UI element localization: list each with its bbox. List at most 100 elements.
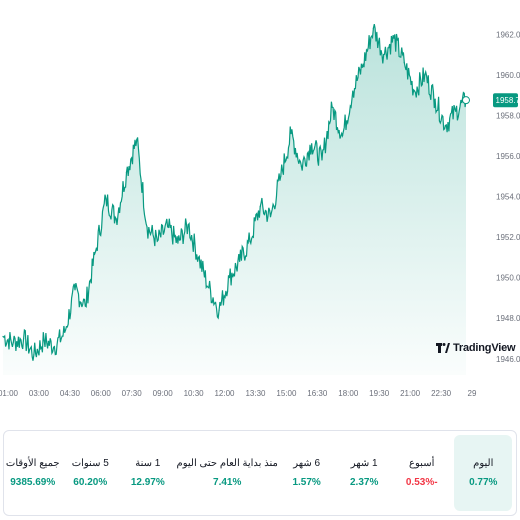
x-tick-label: 18:00 xyxy=(338,389,359,398)
performance-period-label: اليوم xyxy=(473,458,494,469)
price-point xyxy=(146,226,148,228)
price-point xyxy=(197,256,200,258)
x-tick-label: 22:30 xyxy=(431,389,452,398)
x-tick-label: 04:30 xyxy=(60,389,81,398)
performance-period-label: أسبوع xyxy=(409,458,435,469)
x-tick-label: 21:00 xyxy=(400,389,421,398)
x-tick-label: 09:00 xyxy=(153,389,174,398)
price-point xyxy=(300,165,302,167)
x-tick-label: 15:00 xyxy=(276,389,297,398)
performance-change-value: 2.37% xyxy=(350,477,379,488)
price-point xyxy=(105,197,107,200)
performance-tab[interactable]: 5 سنوات 60.20% xyxy=(61,431,119,515)
price-point xyxy=(74,289,76,291)
x-tick-label: 13:30 xyxy=(245,389,266,398)
x-tick-label: 01:00 xyxy=(0,389,19,398)
price-point xyxy=(33,354,35,356)
tradingview-logo-icon xyxy=(436,343,450,353)
price-point xyxy=(290,133,292,135)
price-point xyxy=(331,106,333,108)
performance-change-value: 0.53%- xyxy=(405,477,438,488)
price-chart-svg: 1946.00 1948.00 1950.00 1952.00 1954.00 1956.… xyxy=(0,23,520,398)
price-point xyxy=(84,305,86,307)
last-price-label: 1958.75 xyxy=(496,96,520,105)
performance-period-label: منذ بداية العام حتى اليوم xyxy=(176,458,278,469)
x-tick-label: 29 xyxy=(468,389,477,398)
price-point xyxy=(125,171,128,173)
price-point xyxy=(228,277,230,279)
price-point xyxy=(321,159,323,161)
performance-tab[interactable]: جميع الأوقات 9385.69% xyxy=(4,431,61,515)
price-point xyxy=(444,124,447,127)
y-tick-label: 1956.00 xyxy=(496,152,520,161)
performance-tab[interactable]: أسبوع 0.53%- xyxy=(393,431,451,515)
price-point xyxy=(218,309,220,311)
price-point xyxy=(280,175,282,177)
y-tick-label: 1950.00 xyxy=(496,274,520,283)
x-tick-label: 19:30 xyxy=(369,389,390,398)
price-point xyxy=(434,98,436,100)
price-point xyxy=(22,337,25,340)
price-point xyxy=(352,90,354,92)
price-point xyxy=(156,240,158,242)
last-price-tag xyxy=(493,93,518,108)
performance-tab[interactable]: 6 شهر 1.57% xyxy=(278,431,336,515)
price-point xyxy=(12,341,14,344)
price-point xyxy=(362,64,364,66)
y-tick-label: 1952.00 xyxy=(496,233,520,242)
y-tick-label: 1948.00 xyxy=(496,314,520,323)
price-point xyxy=(372,27,374,29)
price-point xyxy=(136,139,138,141)
price-point xyxy=(43,339,45,342)
performance-change-value: 12.97% xyxy=(130,477,165,488)
x-tick-label: 16:30 xyxy=(307,389,328,398)
performance-change-value: 9385.69% xyxy=(10,477,56,488)
performance-tab[interactable]: 1 شهر 2.37% xyxy=(335,431,393,515)
x-tick-label: 06:00 xyxy=(91,389,112,398)
performance-period-label: 6 شهر xyxy=(293,458,321,469)
price-chart[interactable]: 1946.00 1948.00 1950.00 1952.00 1954.00 1956.… xyxy=(0,0,520,425)
performance-period-label: 1 سنة xyxy=(135,458,161,469)
tradingview-logo[interactable]: TradingView xyxy=(436,342,516,354)
price-point xyxy=(187,224,189,226)
performance-change-value: 0.77% xyxy=(469,477,498,488)
x-tick-label: 07:30 xyxy=(122,389,143,398)
price-point xyxy=(239,260,241,263)
performance-tab[interactable]: منذ بداية العام حتى اليوم 7.41% xyxy=(177,431,278,515)
price-point xyxy=(413,90,416,92)
x-tick-label: 10:30 xyxy=(184,389,205,398)
performance-period-label: 5 سنوات xyxy=(71,458,109,469)
price-point xyxy=(259,206,261,208)
last-price-marker[interactable] xyxy=(462,96,470,105)
price-point xyxy=(64,331,66,334)
performance-tab[interactable]: اليوم 0.77% xyxy=(454,435,512,511)
price-area-fill xyxy=(3,24,466,375)
price-point xyxy=(269,216,272,218)
price-point xyxy=(53,346,56,348)
tradingview-logo-text: TradingView xyxy=(453,342,516,354)
price-point xyxy=(383,53,385,56)
price-point xyxy=(455,110,457,112)
price-point xyxy=(177,242,179,244)
performance-change-value: 1.57% xyxy=(292,477,321,488)
price-point xyxy=(424,74,426,76)
price-line xyxy=(2,23,467,361)
performance-strip: اليوم 0.77% أسبوع 0.53%- 1 شهر 2.37% 6 شهر 1.57… xyxy=(3,430,517,516)
price-point xyxy=(341,135,344,137)
price-point xyxy=(311,143,313,145)
x-tick-label: 12:00 xyxy=(214,389,235,398)
price-point xyxy=(115,218,117,220)
price-point xyxy=(2,335,4,338)
x-tick-label: 03:00 xyxy=(29,389,50,398)
performance-change-value: 7.41% xyxy=(213,477,242,488)
performance-tab[interactable]: 1 سنة 12.97% xyxy=(119,431,177,515)
y-tick-label: 1962.00 xyxy=(496,30,520,39)
y-tick-label: 1954.00 xyxy=(496,193,520,202)
performance-change-value: 60.20% xyxy=(73,477,108,488)
price-point xyxy=(208,287,210,289)
price-point xyxy=(393,37,395,39)
price-point xyxy=(167,226,169,228)
price-point xyxy=(95,250,97,252)
price-point xyxy=(249,240,251,242)
y-tick-label: 1960.00 xyxy=(496,71,520,80)
